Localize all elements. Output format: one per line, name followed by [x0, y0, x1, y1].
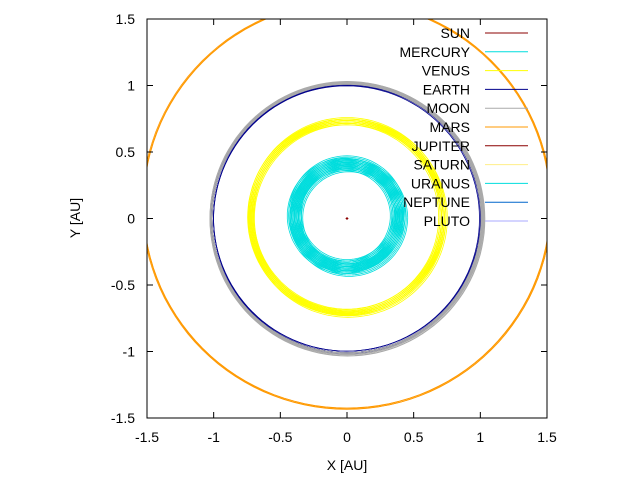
legend-label: VENUS — [422, 63, 470, 79]
x-tick-label: -0.5 — [268, 429, 292, 445]
orbit-trace — [288, 155, 406, 273]
legend-label: JUPITER — [412, 138, 470, 154]
orbit-trace — [209, 81, 486, 357]
orbit-trace — [289, 158, 409, 277]
legend-label: EARTH — [423, 81, 470, 97]
y-tick-label: -1.5 — [111, 410, 135, 426]
legend-label: MARS — [430, 119, 470, 135]
axis-ticks: -1.5 -1 -0.5 0 0.5 1 1.5 -1.5 -1 -0.5 0 0.5 1 1.5 — [111, 11, 557, 445]
x-tick-label: -1 — [207, 429, 220, 445]
legend-label: SATURN — [413, 157, 470, 173]
legend: SUN MERCURY VENUS EARTH MOON MARS JUPITER SATUR… — [399, 25, 528, 229]
orbit-trace — [249, 118, 445, 314]
legend-label: URANUS — [411, 175, 470, 191]
orbit-trace — [147, 19, 547, 409]
legend-label: NEPTUNE — [403, 194, 470, 210]
orbit-trace — [147, 19, 547, 410]
orbit-trace — [253, 122, 441, 310]
y-tick-label: 1 — [127, 78, 135, 94]
x-tick-label: 0 — [343, 429, 351, 445]
y-tick-label: 1.5 — [116, 11, 136, 27]
series-moon — [209, 80, 486, 357]
x-tick-label: 0.5 — [404, 429, 424, 445]
orbit-trace — [299, 166, 395, 262]
y-tick-label: -0.5 — [111, 277, 135, 293]
orbit-trace — [251, 121, 442, 311]
x-tick-label: 1.5 — [537, 429, 557, 445]
x-axis-label: X [AU] — [327, 457, 367, 473]
plot-area — [147, 19, 547, 410]
y-axis-label: Y [AU] — [67, 198, 83, 238]
legend-label: SUN — [440, 25, 470, 41]
series-venus — [247, 117, 448, 318]
x-tick-label: 1 — [476, 429, 484, 445]
orbit-trace — [147, 19, 547, 409]
series-mercury — [286, 155, 409, 277]
legend-label: PLUTO — [424, 213, 471, 229]
x-tick-label: -1.5 — [135, 429, 159, 445]
legend-label: MOON — [426, 100, 470, 116]
series-sun — [345, 217, 349, 220]
y-tick-label: -1 — [123, 344, 136, 360]
orbit-trace — [247, 117, 447, 316]
orbit-trace — [250, 119, 444, 313]
series-mars — [147, 19, 547, 410]
legend-label: MERCURY — [399, 44, 470, 60]
y-tick-label: 0.5 — [116, 144, 136, 160]
y-tick-label: 0 — [127, 211, 135, 227]
orbit-trace — [147, 19, 547, 410]
orbit-trace — [297, 164, 396, 263]
orbit-trace — [248, 118, 448, 318]
